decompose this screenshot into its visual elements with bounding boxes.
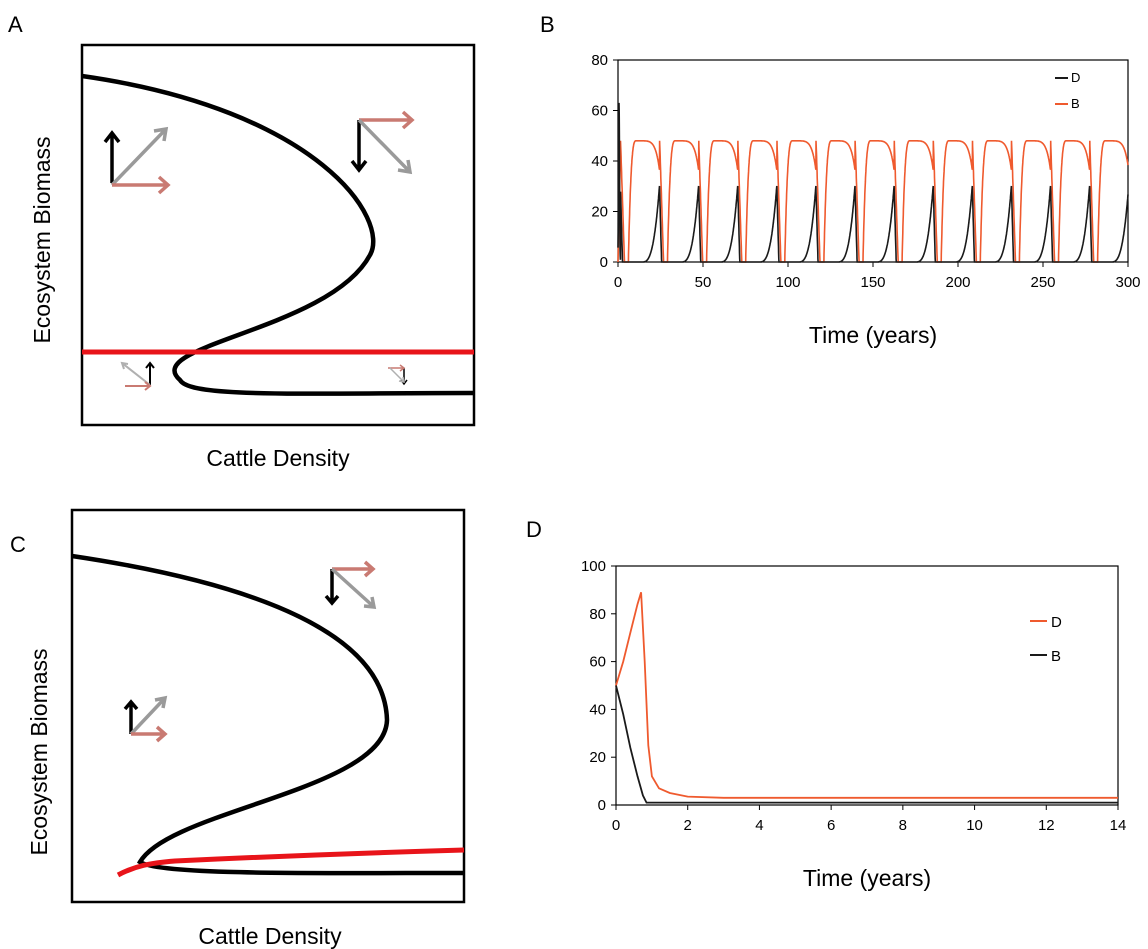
arrow-cluster-icon xyxy=(103,126,171,195)
panel-c: C Cattle Density Ecosystem Biomass xyxy=(10,508,466,949)
arrow-cluster-icon xyxy=(388,364,408,386)
panel-c-ylabel: Ecosystem Biomass xyxy=(26,648,52,855)
y-tick-label: 0 xyxy=(600,254,608,271)
arrow-cluster-icon xyxy=(123,695,168,743)
series-line-d xyxy=(617,102,1129,263)
x-tick-label: 0 xyxy=(612,817,620,834)
y-tick-label: 100 xyxy=(581,558,606,575)
x-tick-label: 100 xyxy=(775,274,800,291)
legend-label-d: D xyxy=(1051,614,1062,631)
arrow-cluster-icon xyxy=(324,560,377,609)
panel-c-letter: C xyxy=(10,532,26,557)
x-tick-label: 50 xyxy=(695,274,712,291)
panel-d-series xyxy=(615,592,1118,804)
series-line-d xyxy=(615,592,1118,799)
panel-b-legend: D B xyxy=(1055,70,1080,111)
panel-a-letter: A xyxy=(8,12,23,37)
panel-b-ticks: 0 50 100 150 200 250 300 0 20 40 60 80 xyxy=(591,52,1140,291)
panel-d-ticks: 0 2 4 6 8 10 12 14 0 20 40 60 80 100 xyxy=(581,558,1126,834)
x-tick-label: 250 xyxy=(1030,274,1055,291)
panel-c-black-curve xyxy=(71,553,465,876)
y-tick-label: 80 xyxy=(591,52,608,69)
y-tick-label: 0 xyxy=(598,797,606,814)
panel-a-ylabel: Ecosystem Biomass xyxy=(29,136,55,343)
x-tick-label: 0 xyxy=(614,274,622,291)
x-tick-label: 200 xyxy=(945,274,970,291)
panel-d-letter: D xyxy=(526,517,542,542)
panel-d: D 0 2 4 6 8 10 12 14 0 20 40 60 80 100 D B Time (year… xyxy=(526,517,1126,891)
panel-a-xlabel: Cattle Density xyxy=(206,445,350,471)
panel-b-letter: B xyxy=(540,12,555,37)
panel-a-black-curve xyxy=(81,73,475,396)
x-tick-label: 150 xyxy=(860,274,885,291)
x-tick-label: 12 xyxy=(1038,817,1055,834)
y-tick-label: 20 xyxy=(591,204,608,221)
x-tick-label: 10 xyxy=(966,817,983,834)
panel-c-xlabel: Cattle Density xyxy=(198,923,342,949)
series-line-b xyxy=(615,685,1118,804)
y-tick-label: 60 xyxy=(589,654,606,671)
panel-a: A Cattle Density Ecosystem Biomass xyxy=(8,12,476,471)
y-tick-label: 80 xyxy=(589,606,606,623)
legend-label-b: B xyxy=(1051,648,1061,665)
x-tick-label: 14 xyxy=(1110,817,1127,834)
panel-b: B 0 50 100 150 200 250 300 0 20 40 60 80 D B Time (… xyxy=(540,12,1141,348)
panel-d-legend: D B xyxy=(1030,614,1062,665)
x-tick-label: 300 xyxy=(1115,274,1140,291)
x-tick-label: 4 xyxy=(755,817,763,834)
x-tick-label: 6 xyxy=(827,817,835,834)
panel-b-series xyxy=(617,102,1129,263)
y-tick-label: 40 xyxy=(591,153,608,170)
legend-label-d: D xyxy=(1071,70,1080,85)
panel-d-frame xyxy=(615,565,1119,806)
panel-c-red-curve xyxy=(116,847,465,878)
arrow-cluster-icon xyxy=(120,361,155,391)
legend-label-b: B xyxy=(1071,96,1080,111)
x-tick-label: 8 xyxy=(899,817,907,834)
x-tick-label: 2 xyxy=(684,817,692,834)
arrow-cluster-icon xyxy=(350,110,415,175)
y-tick-label: 20 xyxy=(589,749,606,766)
panel-b-frame xyxy=(617,59,1129,263)
y-tick-label: 40 xyxy=(589,701,606,718)
panel-c-frame xyxy=(70,508,466,904)
panel-a-frame xyxy=(80,43,476,427)
y-tick-label: 60 xyxy=(591,103,608,120)
panel-d-xlabel: Time (years) xyxy=(803,865,931,891)
panel-b-xlabel: Time (years) xyxy=(809,322,937,348)
